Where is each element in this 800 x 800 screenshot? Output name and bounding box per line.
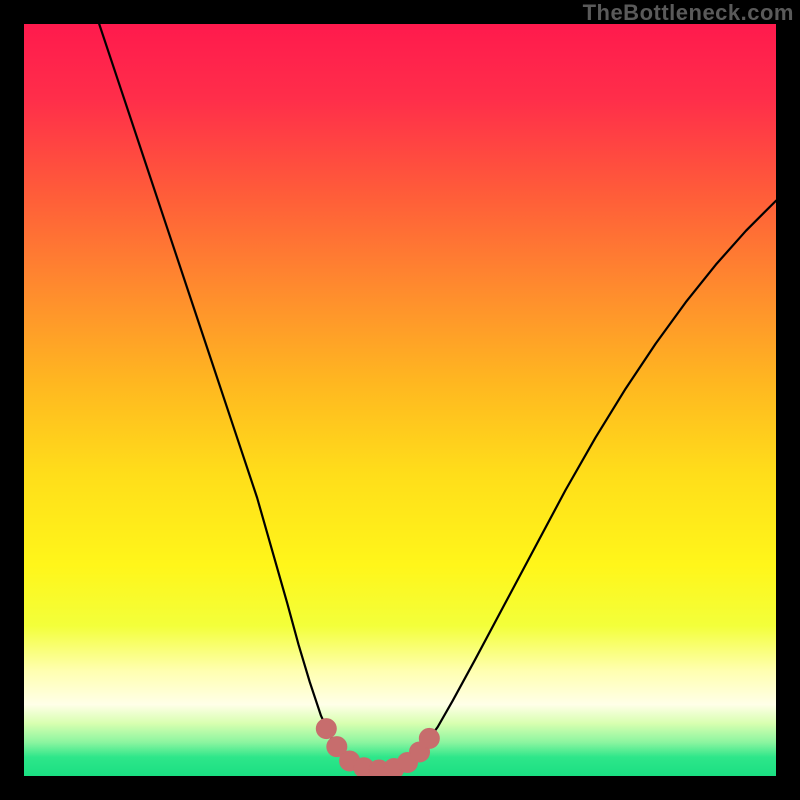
bottleneck-marker: [419, 728, 439, 748]
bottleneck-chart-root: TheBottleneck.com: [0, 0, 800, 800]
bottleneck-marker: [316, 719, 336, 739]
watermark-text: TheBottleneck.com: [583, 0, 794, 26]
bottleneck-chart-svg: [0, 0, 800, 800]
